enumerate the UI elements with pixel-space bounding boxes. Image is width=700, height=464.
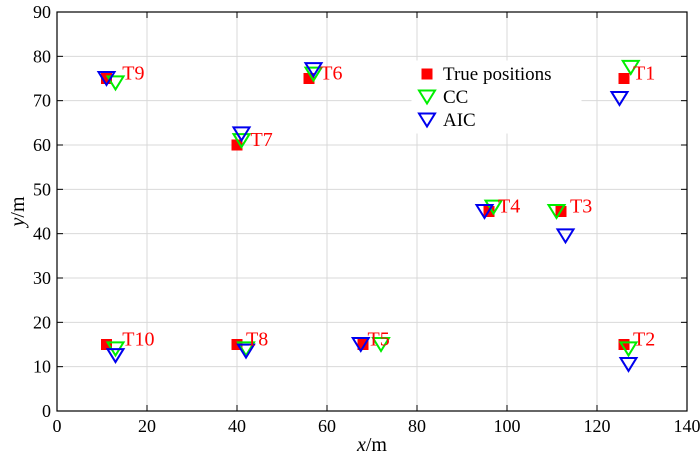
y-axis-unit: /m [7,196,29,218]
point-label: T5 [368,329,390,351]
x-axis-unit: /m [366,434,388,456]
x-tick-label: 40 [228,416,246,436]
x-axis-var: x [356,434,366,456]
point-label: T4 [498,196,520,218]
legend-label: AIC [443,110,476,131]
y-axis-var: y [7,218,29,229]
grid-lines [57,12,687,411]
plot-frame [57,12,687,411]
data-point [558,229,574,242]
point-label: T3 [570,196,592,218]
legend-marker [422,69,433,80]
data-point [621,358,637,371]
y-tick-label: 50 [33,179,51,199]
x-tick-label: 140 [674,416,700,436]
point-label: T8 [246,329,268,351]
y-tick-label: 30 [33,268,51,288]
y-axis-label: y/m [7,196,29,228]
point-label: T9 [122,63,144,85]
legend-label: CC [443,87,468,108]
y-tick-label: 70 [33,91,51,111]
y-tick-label: 20 [33,312,51,332]
x-tick-label: 0 [53,416,62,436]
point-label: T2 [633,329,655,351]
point-label: T7 [251,129,273,151]
point-label: T1 [633,63,655,85]
x-axis-label: x/m [356,434,387,456]
data-point [612,92,628,105]
y-tick-label: 40 [33,224,51,244]
x-tick-label: 120 [584,416,611,436]
point-label: T10 [122,329,154,351]
legend-label: True positions [443,64,552,85]
y-tick-label: 60 [33,135,51,155]
x-tick-label: 80 [408,416,426,436]
data-point [619,73,630,84]
x-tick-label: 60 [318,416,336,436]
x-tick-label: 20 [138,416,156,436]
y-tick-label: 0 [42,401,51,421]
y-tick-label: 10 [33,357,51,377]
point-label: T6 [320,63,342,85]
y-tick-label: 80 [33,46,51,66]
y-tick-label: 90 [33,2,51,22]
x-tick-label: 100 [494,416,521,436]
